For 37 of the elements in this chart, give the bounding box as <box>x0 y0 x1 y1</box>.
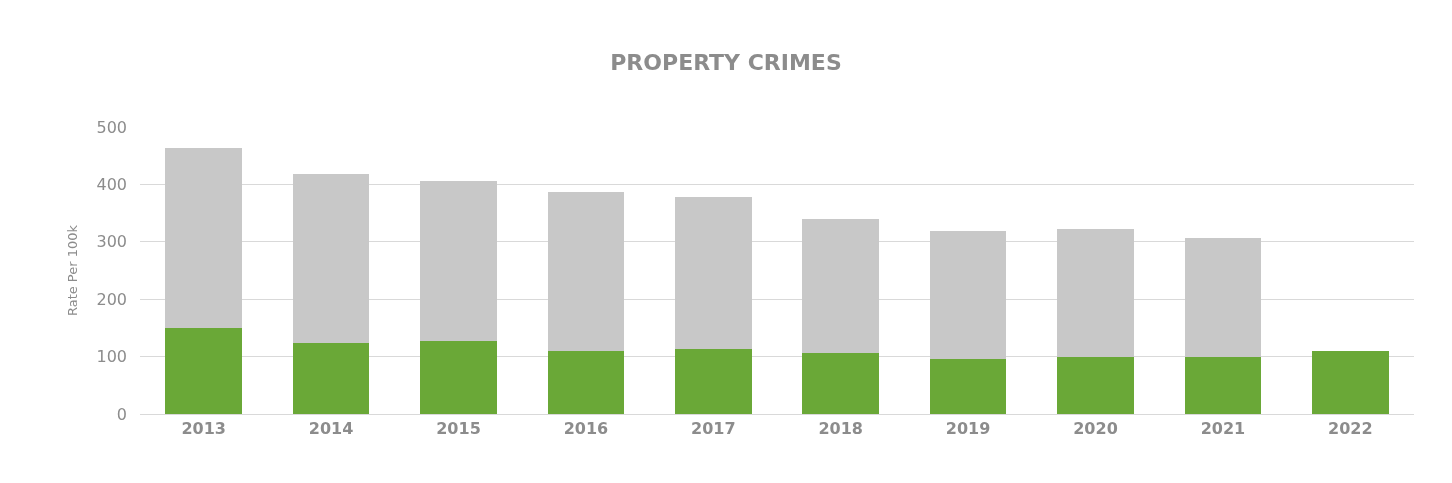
y-axis-title: Rate Per 100k <box>65 224 81 317</box>
bar <box>1312 351 1389 414</box>
chart-title: PROPERTY CRIMES <box>610 50 842 76</box>
y-tick-label: 100 <box>96 347 127 367</box>
bar <box>1184 238 1262 357</box>
bar <box>165 148 242 329</box>
x-tick-label: 2021 <box>1200 419 1246 439</box>
x-tick-label: 2018 <box>818 419 863 439</box>
bar <box>675 348 752 414</box>
x-tick-label: 2022 <box>1328 419 1373 439</box>
x-tick-label: 2017 <box>691 419 736 439</box>
bar <box>292 174 370 343</box>
x-tick-label: 2015 <box>436 419 481 439</box>
bar <box>547 192 625 352</box>
bar <box>420 340 497 414</box>
y-tick-label: 300 <box>96 232 127 252</box>
y-tick-label: 200 <box>96 289 127 309</box>
bar <box>802 219 879 354</box>
bar <box>802 353 879 414</box>
x-tick-label: 2016 <box>563 419 609 439</box>
x-tick-label: 2014 <box>308 419 354 439</box>
bar <box>675 197 752 349</box>
y-tick-label: 500 <box>96 117 127 137</box>
bar <box>547 351 625 414</box>
bar <box>929 230 1007 360</box>
bar <box>292 342 370 414</box>
bar <box>165 328 242 414</box>
x-tick-label: 2019 <box>945 419 991 439</box>
y-tick-label: 0 <box>116 404 127 424</box>
bar <box>420 180 497 341</box>
x-tick-label: 2020 <box>1073 419 1118 439</box>
y-tick-label: 400 <box>96 175 127 194</box>
bar <box>929 359 1007 414</box>
bar <box>1057 229 1134 357</box>
bar <box>1057 356 1134 414</box>
x-tick-label: 2013 <box>181 419 226 439</box>
bar <box>1184 356 1262 414</box>
